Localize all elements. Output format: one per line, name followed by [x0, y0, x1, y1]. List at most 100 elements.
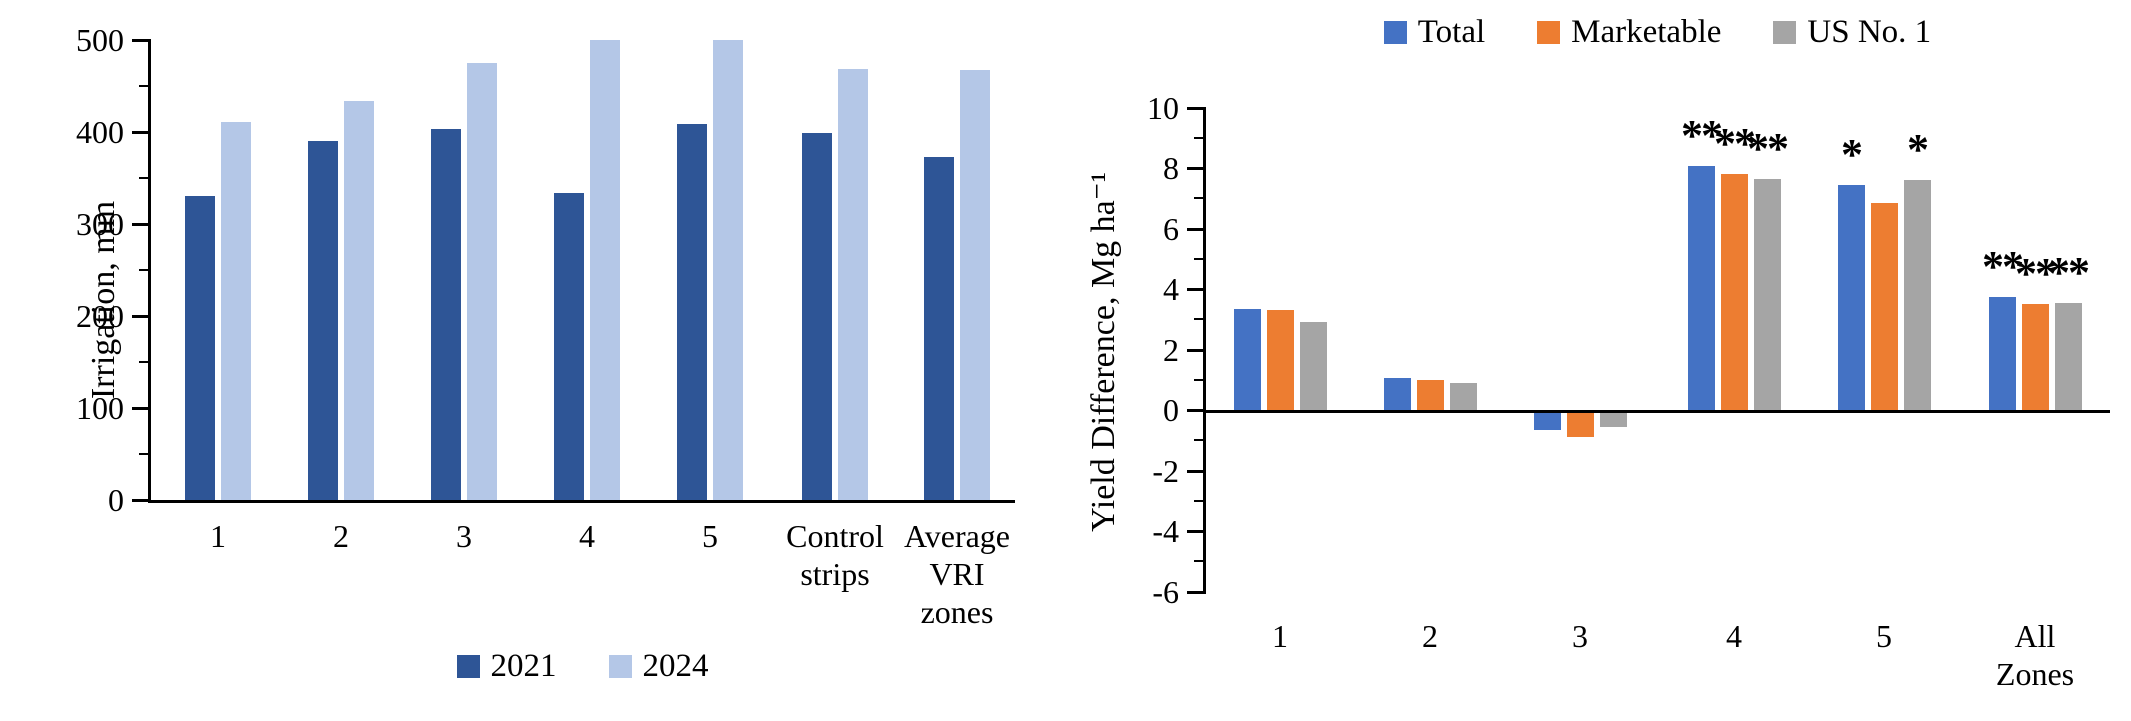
significance-marker: * — [1907, 125, 1929, 175]
bar — [431, 129, 461, 500]
bar — [838, 68, 868, 500]
x-axis-line — [1203, 410, 2110, 413]
y-axis-tick — [1187, 227, 1204, 231]
bar — [1903, 180, 1931, 410]
x-category-label: 5 — [702, 518, 718, 554]
significance-marker: ** — [2048, 247, 2090, 297]
legend-label: Marketable — [1571, 14, 1722, 50]
legend-swatch — [1383, 21, 1407, 44]
y-axis-minor-tick — [1194, 560, 1204, 563]
y-axis-minor-tick — [1194, 439, 1204, 442]
y-tick-label: 6 — [1163, 210, 1179, 247]
legend-item-us-no-1: US No. 1 — [1773, 14, 1931, 51]
y-tick-label: 8 — [1163, 150, 1179, 186]
x-category-label: 4 — [579, 518, 595, 554]
bar — [1720, 174, 1748, 410]
y-tick-label: -4 — [1152, 513, 1179, 549]
y-axis-tick — [132, 499, 149, 502]
bar — [1233, 308, 1261, 410]
bar — [467, 63, 497, 500]
x-category-label: 2 — [333, 518, 349, 554]
legend-item-marketable: Marketable — [1537, 14, 1721, 51]
y-axis-minor-tick — [1194, 197, 1204, 200]
bar — [1266, 310, 1294, 410]
x-category-label: 4 — [1726, 618, 1742, 654]
y-axis-minor-tick — [139, 85, 149, 87]
legend-label: Total — [1417, 14, 1486, 50]
bar — [924, 156, 954, 500]
y-axis-tick — [132, 315, 149, 318]
legend-item-total: Total — [1383, 14, 1486, 51]
legend: 2021 2024 — [150, 648, 1015, 685]
bar — [1383, 378, 1411, 410]
legend-item-2024: 2024 — [608, 648, 709, 685]
bar — [1299, 322, 1327, 410]
plot-area: -6 -4 -2 0 2 4 6 8 10 1 2 3 ** ** ** 4 * * 5 ** ** ** All Zone… — [1080, 0, 2131, 721]
significance-marker: ** — [1982, 241, 2024, 291]
legend-label: 2024 — [642, 648, 709, 684]
y-tick-label: 400 — [76, 114, 124, 150]
y-tick-label: -2 — [1152, 452, 1179, 489]
y-axis-minor-tick — [139, 361, 149, 363]
y-tick-label: 100 — [76, 390, 124, 426]
x-category-label: Average VRI zones — [904, 518, 1010, 630]
y-tick-label: 300 — [76, 206, 124, 242]
legend: Total Marketable US No. 1 — [1205, 14, 2110, 51]
y-axis-tick — [1187, 106, 1204, 110]
significance-marker: * — [1841, 129, 1863, 179]
legend-swatch — [608, 655, 632, 678]
bar — [1687, 166, 1715, 410]
y-axis-line — [1203, 106, 1206, 594]
bar — [2021, 304, 2049, 410]
x-axis-line — [148, 500, 1015, 503]
bar — [1837, 184, 1865, 410]
y-axis-minor-tick — [1194, 318, 1204, 321]
significance-marker: ** — [1714, 119, 1756, 169]
y-axis-tick — [1187, 288, 1204, 291]
legend-swatch — [456, 655, 480, 678]
y-tick-label: -6 — [1152, 573, 1179, 610]
x-category-label: 3 — [1572, 618, 1588, 654]
y-axis-minor-tick — [139, 453, 149, 455]
bar — [590, 40, 620, 500]
bar — [2054, 302, 2082, 410]
bar — [344, 100, 374, 500]
bar — [1870, 202, 1898, 410]
x-category-label: Control strips — [786, 518, 884, 592]
y-tick-label: 0 — [1163, 392, 1179, 428]
legend-swatch — [1773, 21, 1797, 44]
legend-label: 2021 — [490, 648, 557, 684]
y-axis-minor-tick — [139, 177, 149, 179]
y-axis-tick — [1187, 530, 1204, 533]
significance-marker: ** — [1747, 123, 1789, 173]
bar — [1753, 178, 1781, 410]
legend-label: US No. 1 — [1807, 14, 1932, 50]
y-tick-label: 4 — [1163, 271, 1179, 307]
irrigation-chart: Irrigation, mm 0 100 200 300 400 500 1 2 3 4 5 Cont… — [0, 0, 1060, 721]
significance-marker: ** — [2015, 249, 2057, 299]
bar — [1416, 379, 1444, 410]
y-tick-label: 0 — [108, 482, 124, 518]
y-axis-tick — [1187, 348, 1204, 352]
y-axis-tick — [132, 223, 149, 226]
x-category-label: 3 — [456, 518, 472, 554]
y-axis-minor-tick — [1194, 257, 1204, 260]
y-axis-line — [148, 39, 151, 502]
y-tick-label: 2 — [1163, 331, 1179, 368]
y-axis-tick — [132, 407, 149, 410]
y-tick-label: 500 — [76, 22, 124, 58]
y-tick-label: 200 — [76, 298, 124, 334]
x-category-label: All Zones — [1995, 618, 2075, 692]
y-axis-tick — [1187, 167, 1204, 170]
y-axis-tick — [1187, 409, 1204, 412]
y-axis-minor-tick — [1194, 499, 1204, 502]
x-category-label: 5 — [1876, 618, 1892, 654]
x-category-label: 1 — [210, 518, 226, 554]
y-tick-label: 10 — [1147, 89, 1179, 126]
bar — [1566, 413, 1594, 438]
bar — [221, 121, 251, 500]
bar — [1533, 413, 1561, 430]
bar — [960, 70, 990, 500]
x-category-label: 1 — [1272, 618, 1288, 654]
y-axis-minor-tick — [1194, 378, 1204, 381]
